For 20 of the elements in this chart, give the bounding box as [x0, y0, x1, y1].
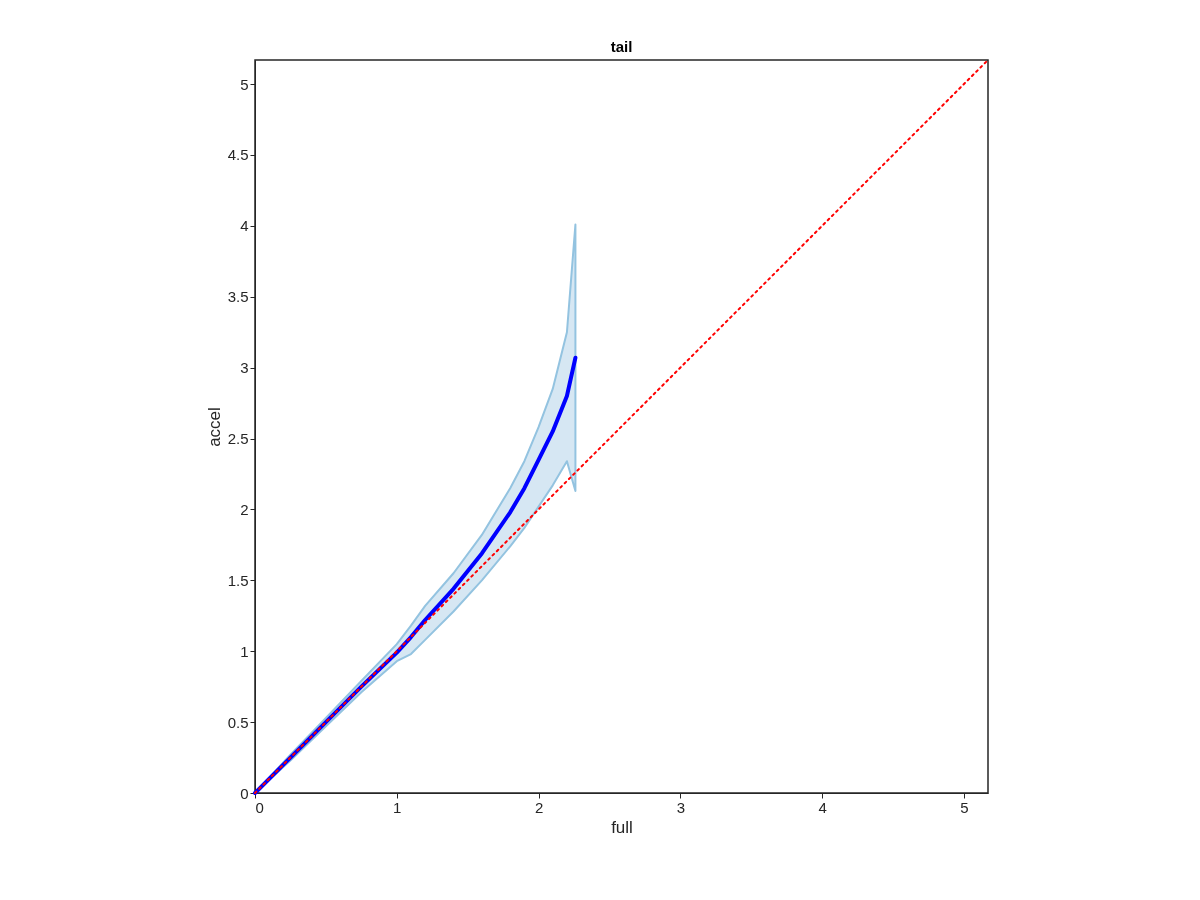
y-tick-label: 1	[240, 642, 249, 660]
y-tick-label: 4.5	[227, 146, 249, 164]
x-axis-title: full	[611, 817, 633, 837]
y-tick-label: 2.5	[227, 430, 249, 448]
x-tick-label: 2	[534, 798, 544, 816]
y-tick-label: 2	[240, 500, 249, 518]
y-tick-label: 1.5	[227, 571, 249, 589]
y-tick-label: 3	[240, 359, 249, 377]
chart-title: tail	[610, 38, 633, 55]
y-tick-label: 4	[240, 217, 249, 235]
x-tick-label: 3	[676, 798, 686, 816]
x-tick-label: 4	[818, 798, 827, 816]
y-tick-label: 3.5	[227, 288, 249, 306]
y-tick-label: 0	[240, 784, 249, 802]
y-tick-label: 0.5	[227, 713, 249, 731]
x-tick-label: 5	[960, 798, 969, 816]
y-tick-label: 5	[240, 75, 249, 93]
x-tick-label: 0	[255, 798, 264, 816]
y-axis-title: accel	[204, 407, 224, 447]
x-tick-label: 1	[393, 798, 402, 816]
